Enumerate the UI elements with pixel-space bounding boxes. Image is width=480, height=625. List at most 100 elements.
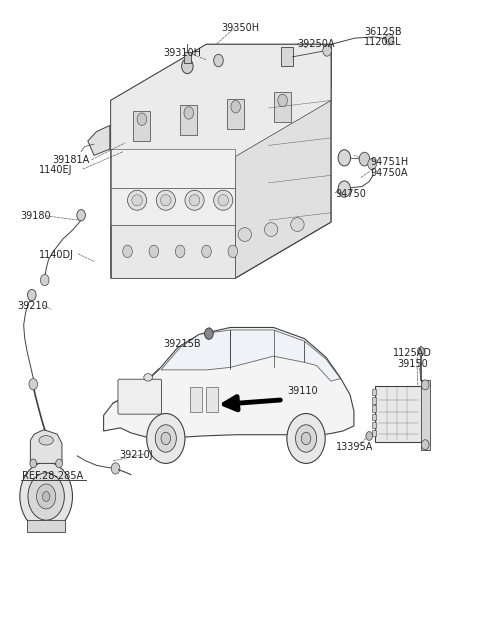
Ellipse shape	[144, 374, 153, 381]
Circle shape	[287, 414, 325, 463]
Text: 36125B: 36125B	[364, 27, 402, 37]
Text: 1125AD: 1125AD	[393, 348, 432, 358]
Circle shape	[231, 101, 240, 113]
Ellipse shape	[156, 190, 175, 210]
Bar	[180, 105, 197, 135]
Ellipse shape	[39, 436, 53, 445]
Polygon shape	[305, 341, 340, 381]
Circle shape	[301, 432, 311, 445]
Ellipse shape	[264, 222, 278, 236]
Circle shape	[421, 380, 429, 390]
Circle shape	[338, 181, 350, 197]
Circle shape	[385, 34, 394, 45]
Bar	[372, 422, 376, 428]
Circle shape	[29, 379, 37, 390]
Ellipse shape	[214, 190, 233, 210]
Text: REF.28-285A: REF.28-285A	[22, 471, 84, 481]
Circle shape	[156, 425, 176, 452]
Circle shape	[228, 245, 238, 258]
Polygon shape	[111, 44, 331, 278]
Ellipse shape	[291, 217, 304, 231]
Circle shape	[278, 94, 288, 107]
Text: 39180: 39180	[20, 211, 50, 221]
Bar	[190, 388, 202, 412]
Text: 94750: 94750	[336, 189, 367, 199]
Circle shape	[20, 462, 72, 531]
Circle shape	[111, 462, 120, 474]
Circle shape	[30, 459, 36, 468]
Text: 39250A: 39250A	[298, 39, 335, 49]
Bar	[372, 414, 376, 420]
Circle shape	[368, 159, 376, 170]
Text: 94751H: 94751H	[370, 157, 408, 167]
Polygon shape	[27, 519, 65, 532]
Text: 39110: 39110	[287, 386, 318, 396]
Bar	[133, 111, 151, 141]
Circle shape	[296, 425, 317, 452]
Ellipse shape	[185, 190, 204, 210]
Polygon shape	[88, 126, 110, 156]
Circle shape	[56, 459, 62, 468]
Circle shape	[161, 432, 170, 445]
Ellipse shape	[218, 194, 228, 206]
Circle shape	[421, 440, 429, 450]
Circle shape	[366, 432, 372, 441]
Polygon shape	[111, 228, 235, 278]
Text: 94750A: 94750A	[370, 168, 408, 177]
Bar	[372, 398, 376, 404]
Circle shape	[181, 59, 193, 74]
Text: 1140DJ: 1140DJ	[39, 250, 74, 260]
Polygon shape	[111, 44, 331, 144]
Polygon shape	[235, 44, 331, 278]
Ellipse shape	[128, 190, 147, 210]
Ellipse shape	[238, 228, 252, 241]
Text: 1120GL: 1120GL	[364, 38, 402, 48]
Polygon shape	[230, 330, 305, 367]
Circle shape	[149, 245, 158, 258]
Circle shape	[77, 209, 85, 221]
Circle shape	[137, 113, 147, 126]
Bar	[227, 99, 244, 129]
Circle shape	[123, 245, 132, 258]
Polygon shape	[30, 430, 62, 463]
Text: 39181A: 39181A	[52, 155, 90, 165]
Polygon shape	[104, 328, 354, 439]
Bar	[205, 388, 217, 412]
Polygon shape	[111, 44, 331, 157]
Text: 39350H: 39350H	[221, 22, 259, 32]
Text: 1140EJ: 1140EJ	[39, 166, 72, 176]
Circle shape	[147, 414, 185, 463]
Circle shape	[204, 328, 213, 339]
Text: 39210: 39210	[17, 301, 48, 311]
Polygon shape	[111, 149, 235, 188]
Circle shape	[418, 347, 424, 356]
Ellipse shape	[132, 194, 143, 206]
Bar	[184, 52, 191, 63]
Bar	[372, 430, 376, 436]
Circle shape	[323, 45, 331, 56]
Bar	[372, 406, 376, 412]
Bar	[375, 386, 422, 442]
Text: 39215B: 39215B	[163, 339, 201, 349]
Circle shape	[175, 245, 185, 258]
Circle shape	[359, 152, 370, 166]
Circle shape	[28, 472, 64, 520]
Circle shape	[27, 289, 36, 301]
Text: 13395A: 13395A	[336, 442, 373, 452]
Text: 39150: 39150	[397, 359, 428, 369]
Polygon shape	[111, 188, 235, 228]
Circle shape	[338, 150, 350, 166]
Ellipse shape	[189, 194, 200, 206]
Polygon shape	[111, 225, 235, 278]
Text: 39310H: 39310H	[163, 48, 202, 58]
Circle shape	[36, 484, 56, 509]
Bar	[274, 92, 291, 123]
Circle shape	[184, 107, 193, 119]
Bar	[281, 48, 293, 66]
Circle shape	[214, 54, 223, 67]
Bar	[372, 389, 376, 396]
Circle shape	[42, 491, 50, 501]
Ellipse shape	[160, 194, 171, 206]
Circle shape	[202, 245, 211, 258]
Bar	[421, 380, 430, 450]
